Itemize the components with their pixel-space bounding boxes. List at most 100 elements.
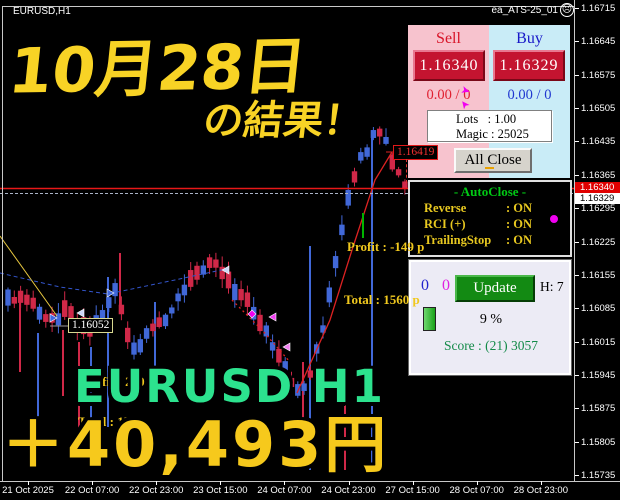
all-close-button[interactable]: All Close	[454, 148, 532, 173]
autoclose-rci-label: RCI (+)	[424, 217, 466, 231]
time-axis-label: 27 Oct 15:00	[385, 485, 440, 496]
time-axis-line	[0, 481, 620, 482]
price-axis-label: 1.16155	[581, 269, 616, 281]
price-axis-label: 1.16295	[581, 203, 616, 215]
time-axis-tick	[220, 481, 222, 485]
time-axis-label: 22 Oct 23:00	[128, 485, 184, 496]
profit-current-text: Profit : -149 p	[347, 239, 425, 254]
magic-line: Magic : 25025	[456, 127, 529, 141]
price-axis-label: 1.15735	[581, 470, 616, 482]
price-axis-label: 1.15805	[581, 436, 616, 448]
bid-price-badge: 1.16329	[575, 193, 620, 204]
score-text: Score : (21) 3057	[443, 338, 539, 353]
profit-old-text: Profit : 290	[82, 374, 145, 389]
price-axis-tick	[575, 74, 579, 76]
price-axis-tick	[575, 174, 579, 176]
buy-label: Buy	[516, 30, 543, 47]
overlay-profit-text: ＋40,493円	[2, 408, 390, 481]
autoclose-trailing-value: : ON	[506, 233, 533, 247]
price-axis-label: 1.16575	[581, 69, 616, 81]
time-axis[interactable]: 21 Oct 2025 22 Oct 07:00 22 Oct 23:00 23 Oc…	[0, 481, 620, 500]
percent-text: 9 %	[479, 312, 503, 327]
price-axis-label: 1.16225	[581, 236, 616, 248]
overlay-symbol-text: EURUSD H1	[74, 360, 385, 413]
autoclose-trailing-label: TrailingStop	[424, 233, 492, 247]
price-axis-label: 1.16015	[581, 336, 616, 348]
trade-panel: Sell Buy 1.16340 1.16329 0.00 / 0 0.00 /…	[408, 25, 570, 178]
time-axis-tick	[348, 481, 350, 485]
autoclose-panel: - AutoClose - Reverse : ON RCI (+) : ON Tr…	[408, 180, 572, 257]
price-axis-tick	[575, 408, 579, 410]
price-axis-label: 1.16505	[581, 103, 616, 115]
price-axis-tick	[575, 241, 579, 243]
time-axis-label: 28 Oct 07:00	[449, 485, 504, 496]
time-axis-tick	[156, 481, 158, 485]
autoclose-title: - AutoClose -	[453, 184, 527, 199]
chart-frame-left	[2, 6, 3, 481]
update-panel: 0 0 Update H: 7 9 % Score : (21) 3057	[408, 259, 572, 376]
donut-icon	[550, 215, 558, 223]
update-button[interactable]: Update	[455, 275, 535, 302]
high-price-tag-dash	[406, 159, 407, 183]
count-magenta: 0	[442, 277, 450, 294]
buy-price-button[interactable]: 1.16329	[493, 50, 565, 81]
time-axis-tick	[476, 481, 478, 485]
high-price-tag: 1.16419	[393, 145, 439, 160]
price-axis-tick	[575, 308, 579, 310]
count-blue: 0	[421, 277, 429, 294]
price-axis-tick	[575, 141, 579, 143]
time-axis-label: 22 Oct 07:00	[64, 485, 120, 496]
h-count: H: 7	[540, 279, 564, 294]
price-axis[interactable]: 1.16715 1.16645 1.16575 1.16505 1.16435 1.163…	[575, 0, 620, 481]
price-axis-label: 1.16645	[581, 36, 616, 48]
price-axis-label: 1.15945	[581, 369, 616, 381]
ask-price-badge: 1.16340	[575, 182, 620, 193]
all-close-hotkey-underline	[485, 167, 494, 169]
time-axis-tick	[28, 481, 29, 485]
price-axis-label: 1.15875	[581, 403, 616, 415]
price-axis-label: 1.16715	[581, 3, 616, 14]
low-price-tag: 1.16052	[68, 318, 114, 333]
price-axis-tick	[575, 208, 579, 210]
price-axis-tick	[575, 8, 579, 9]
lots-line: Lots : 1.00	[456, 112, 517, 126]
ea-status-sad-face-icon[interactable]: ☹	[560, 3, 574, 17]
sell-price-button[interactable]: 1.16340	[413, 50, 485, 81]
overlay-result-text: の結果！	[200, 98, 367, 144]
time-axis-label: 23 Oct 15:00	[193, 485, 248, 496]
time-axis-label: 21 Oct 2025	[2, 485, 54, 496]
lots-magic-box: Lots : 1.00 Magic : 25025	[427, 110, 552, 142]
total-old-text: Total : 170	[78, 414, 137, 429]
chart-symbol-period: EURUSD,H1	[13, 6, 71, 17]
price-axis-line	[574, 0, 575, 481]
autoclose-rci-value: : ON	[506, 217, 533, 231]
buy-position-info: 0.00 / 0	[507, 87, 552, 103]
chart-frame-top	[2, 6, 574, 7]
price-axis-tick	[575, 374, 579, 376]
price-axis-label: 1.16085	[581, 303, 616, 315]
price-axis-label: 1.16435	[581, 136, 616, 148]
time-axis-tick	[284, 481, 286, 485]
time-axis-tick	[92, 481, 94, 485]
autoclose-reverse-label: Reverse	[424, 201, 467, 215]
total-current-text: Total : 1560 p	[344, 292, 420, 307]
price-axis-tick	[575, 41, 579, 43]
time-axis-label: 24 Oct 23:00	[321, 485, 376, 496]
price-axis-tick	[575, 475, 579, 477]
price-axis-tick	[575, 108, 579, 110]
price-axis-tick	[575, 341, 579, 343]
time-axis-tick	[540, 481, 542, 485]
price-axis-tick	[575, 274, 579, 276]
progress-mini-bar	[423, 307, 436, 331]
time-axis-label: 24 Oct 07:00	[257, 485, 312, 496]
price-axis-tick	[575, 441, 579, 443]
sell-position-info: 0.00 / 0	[426, 87, 471, 103]
time-axis-tick	[412, 481, 414, 485]
autoclose-reverse-value: : ON	[506, 201, 533, 215]
ea-name: ea_ATS-25_01	[491, 5, 558, 16]
price-axis-label: 1.16365	[581, 169, 616, 181]
time-axis-label: 28 Oct 23:00	[513, 485, 568, 496]
sell-label: Sell	[436, 30, 461, 47]
